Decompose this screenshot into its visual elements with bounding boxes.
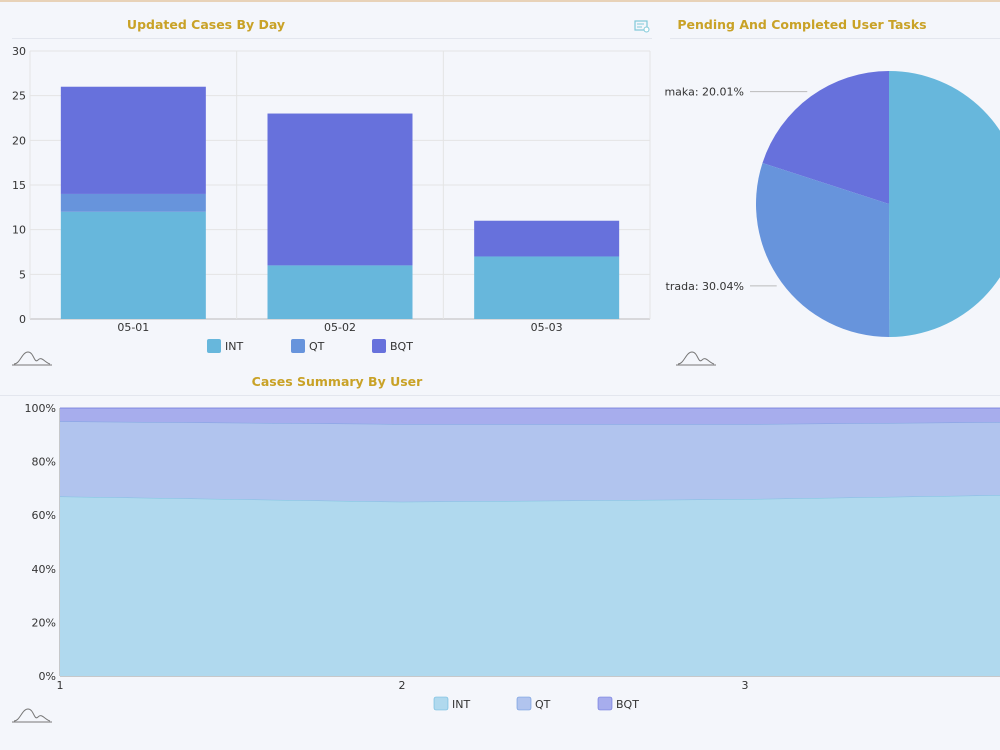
area-legend-swatch-int: [433, 696, 449, 711]
bar-y-tick-label: 0: [19, 313, 26, 326]
bar-int-05-02: [267, 265, 413, 319]
area-bqt: [60, 408, 1000, 425]
area-chart-areas: [59, 407, 1000, 676]
area-y-tick-label: 60%: [32, 509, 56, 522]
bar-y-tick-label: 25: [12, 90, 26, 103]
bar-x-tick-label: 05-03: [531, 321, 563, 334]
pie-chart-title: Pending And Completed User Tasks: [677, 17, 927, 32]
area-legend-label-int: INT: [452, 698, 470, 711]
bar-legend-swatch-bqt: [372, 339, 386, 353]
bar-chart-legend[interactable]: INT QT BQT: [207, 339, 413, 353]
area-chart-legend[interactable]: INT QT BQT: [433, 696, 639, 711]
area-chart-y-ticks: 0% 20% 40% 60% 80% 100%: [25, 402, 56, 683]
bar-y-tick-label: 15: [12, 179, 26, 192]
area-x-tick-label: 3: [742, 679, 749, 692]
pie-slice-label-1: trada: 30.04%: [666, 280, 744, 293]
area-legend-label-bqt: BQT: [616, 698, 639, 711]
area-y-tick-label: 100%: [25, 402, 56, 415]
bar-x-tick-label: 05-02: [324, 321, 356, 334]
pie-chart-slices: [756, 71, 1000, 337]
bar-legend-label-bqt: BQT: [390, 340, 413, 353]
bar-x-tick-label: 05-01: [117, 321, 149, 334]
bar-chart-bars: [60, 86, 620, 319]
area-y-tick-label: 80%: [32, 456, 56, 469]
area-qt: [60, 421, 1000, 502]
area-y-tick-label: 40%: [32, 563, 56, 576]
bar-y-tick-label: 10: [12, 224, 26, 237]
top-border: [0, 0, 1000, 2]
area-legend-label-qt: QT: [535, 698, 551, 711]
bar-qt-05-01: [60, 193, 206, 212]
bar-chart-title: Updated Cases By Day: [126, 17, 286, 32]
pie-slice-0: [762, 71, 889, 204]
area-legend-swatch-qt: [516, 696, 532, 711]
bar-y-tick-label: 20: [12, 134, 26, 147]
pie-slice-remainder: [889, 71, 1000, 337]
bar-y-tick-label: 30: [12, 45, 26, 58]
area-y-tick-label: 0%: [39, 670, 56, 683]
pie-slice-1: [756, 162, 890, 337]
pie-slice-label-0: maka: 20.01%: [664, 86, 744, 99]
area-x-tick-label: 2: [399, 679, 406, 692]
pie-title-divider: [670, 38, 1000, 39]
bar-bqt-05-01: [60, 86, 206, 194]
bar-chart-zoom-wave-icon[interactable]: [12, 351, 52, 366]
area-x-tick-label: 1: [57, 679, 64, 692]
bar-legend-label-qt: QT: [309, 340, 325, 353]
area-title-divider: [0, 395, 1000, 396]
bar-chart-y-ticks: 0 5 10 15 20 25 30: [12, 45, 26, 326]
area-y-tick-label: 20%: [32, 616, 56, 629]
bar-legend-label-int: INT: [225, 340, 243, 353]
bar-bqt-05-02: [267, 113, 413, 266]
area-chart-title: Cases Summary By User: [251, 374, 423, 389]
save-image-icon[interactable]: [634, 19, 650, 33]
bar-int-05-01: [60, 211, 206, 319]
bar-title-divider: [12, 38, 652, 39]
bar-legend-swatch-qt: [291, 339, 305, 353]
bar-bqt-05-03: [474, 220, 620, 257]
bar-chart-x-ticks: 05-01 05-02 05-03: [117, 321, 562, 334]
area-chart-zoom-wave-icon[interactable]: [12, 708, 52, 723]
area-legend-swatch-bqt: [597, 696, 613, 711]
area-int: [60, 495, 1000, 676]
pie-chart-zoom-wave-icon[interactable]: [676, 351, 716, 366]
bar-int-05-03: [474, 256, 620, 319]
bar-y-tick-label: 5: [19, 268, 26, 281]
bar-legend-swatch-int: [207, 339, 221, 353]
area-chart-x-ticks: 1 2 3: [57, 679, 749, 692]
pie-chart-labels: maka: 20.01% trada: 30.04%: [664, 86, 808, 293]
